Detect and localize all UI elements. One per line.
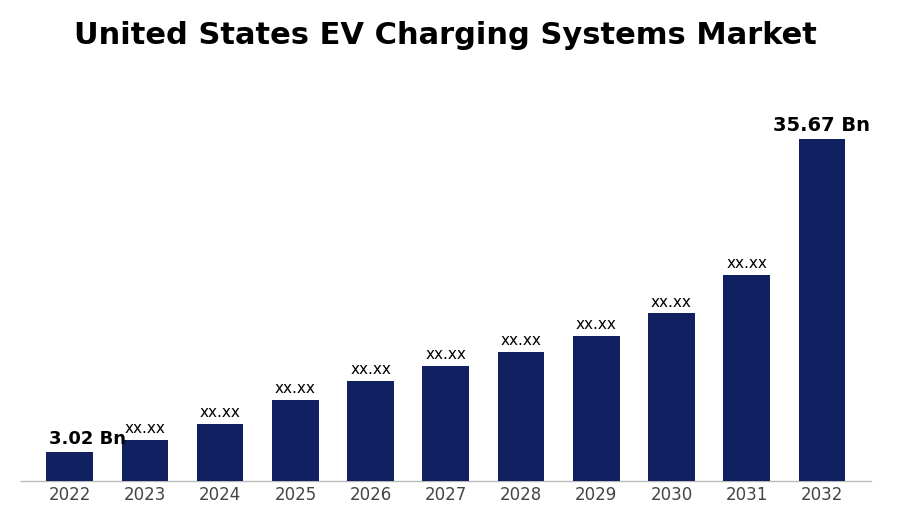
Text: xx.xx: xx.xx [124, 421, 166, 436]
Bar [47, 453, 93, 481]
Text: xx.xx: xx.xx [350, 362, 391, 377]
Bar [648, 313, 695, 481]
Text: 35.67 Bn: 35.67 Bn [773, 117, 870, 135]
Bar [122, 440, 168, 481]
Bar [498, 352, 544, 481]
Bar [197, 424, 244, 481]
Bar [724, 275, 770, 481]
Bar [272, 400, 319, 481]
Text: xx.xx: xx.xx [726, 256, 767, 271]
Text: xx.xx: xx.xx [500, 333, 542, 348]
Text: xx.xx: xx.xx [426, 348, 466, 362]
Bar [798, 139, 845, 481]
Text: xx.xx: xx.xx [200, 405, 240, 420]
Text: 3.02 Bn: 3.02 Bn [49, 430, 126, 448]
Bar [422, 366, 469, 481]
Text: xx.xx: xx.xx [576, 317, 616, 332]
Text: xx.xx: xx.xx [274, 381, 316, 396]
Bar [347, 381, 394, 481]
Title: United States EV Charging Systems Market: United States EV Charging Systems Market [75, 21, 817, 50]
Bar [573, 335, 619, 481]
Text: xx.xx: xx.xx [651, 295, 692, 310]
